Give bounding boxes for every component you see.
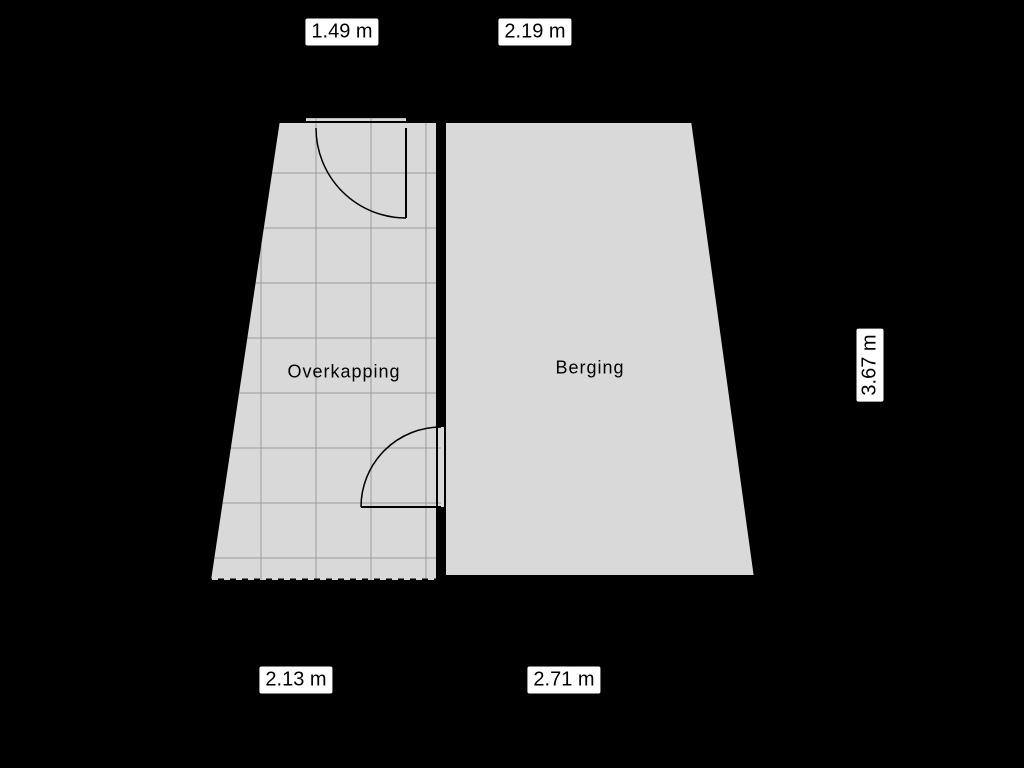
room-label-overkapping: Overkapping [287,362,400,383]
floorplan-canvas: Overkapping Berging 1.49 m 2.19 m 2.13 m… [0,0,1024,768]
dimension-top-left: 1.49 m [305,19,378,46]
room-berging [441,118,760,580]
dimension-top-right: 2.19 m [498,19,571,46]
dimension-bottom-left: 2.13 m [259,667,332,694]
dimension-right-vert: 3.67 m [857,328,884,401]
dimension-bottom-right: 2.71 m [527,667,600,694]
room-label-berging: Berging [555,358,624,379]
